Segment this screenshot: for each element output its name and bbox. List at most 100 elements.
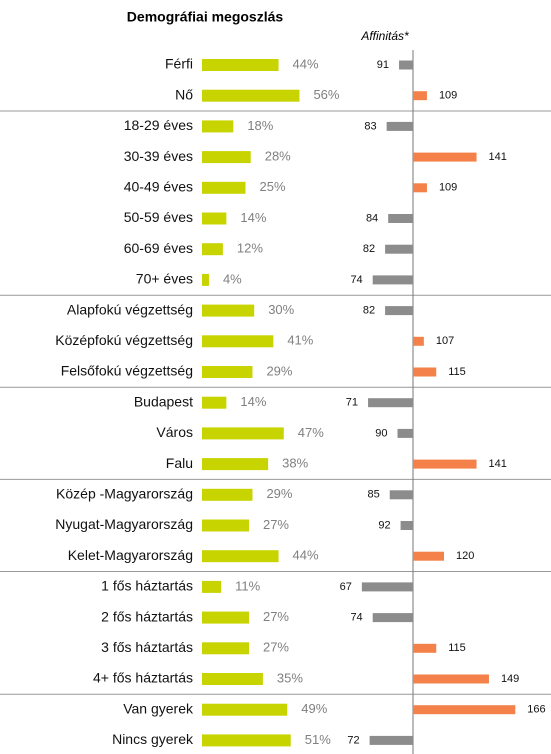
share-bar xyxy=(202,59,279,71)
category-label: Középfokú végzettség xyxy=(55,332,193,348)
share-label: 41% xyxy=(287,333,313,348)
affinity-value: 120 xyxy=(456,550,474,562)
category-label: 3 fős háztartás xyxy=(101,639,193,655)
affinity-bar xyxy=(368,398,413,408)
share-bar xyxy=(202,273,209,286)
share-bar xyxy=(202,243,223,256)
share-bar xyxy=(202,519,249,532)
affinity-value: 115 xyxy=(448,642,466,654)
share-label: 51% xyxy=(305,732,331,747)
affinity-value: 82 xyxy=(363,243,375,255)
category-label: 1 fős háztartás xyxy=(101,578,193,594)
affinity-bar xyxy=(413,551,444,561)
share-label: 4% xyxy=(223,271,242,286)
category-label: Van gyerek xyxy=(123,700,194,716)
category-label: 4+ fős háztartás xyxy=(93,670,193,686)
affinity-value: 84 xyxy=(366,212,378,224)
affinity-bar xyxy=(372,613,413,623)
category-label: 60-69 éves xyxy=(124,240,193,256)
category-label: Nincs gyerek xyxy=(112,731,194,747)
affinity-bar xyxy=(413,91,427,101)
share-label: 35% xyxy=(277,670,303,685)
share-label: 25% xyxy=(260,179,286,194)
affinity-bar xyxy=(413,459,477,469)
affinity-bar xyxy=(413,336,424,346)
share-label: 30% xyxy=(268,302,294,317)
share-bar xyxy=(202,734,291,747)
affinity-bar xyxy=(413,705,516,715)
affinity-bar xyxy=(385,306,413,316)
category-label: 70+ éves xyxy=(136,271,193,287)
affinity-value: 115 xyxy=(448,366,466,378)
share-bar xyxy=(202,396,227,409)
share-bar xyxy=(202,366,253,378)
share-bar xyxy=(202,151,251,164)
affinity-value: 72 xyxy=(347,734,359,746)
share-label: 27% xyxy=(263,517,289,532)
share-label: 27% xyxy=(263,609,289,624)
affinity-value: 91 xyxy=(377,59,389,71)
share-label: 18% xyxy=(247,118,273,133)
share-bar xyxy=(202,550,279,563)
affinity-bar xyxy=(386,121,413,131)
share-bar xyxy=(202,212,227,225)
category-label: Város xyxy=(156,424,193,440)
affinity-value: 92 xyxy=(378,519,390,531)
affinity-bar xyxy=(413,367,437,377)
affinity-value: 141 xyxy=(489,458,507,470)
share-label: 44% xyxy=(293,548,319,563)
category-label: Felsőfokú végzettség xyxy=(61,363,193,379)
share-bar xyxy=(202,120,234,133)
affinity-bar xyxy=(385,244,413,254)
affinity-bar xyxy=(369,735,413,745)
share-bar xyxy=(202,488,253,501)
share-bar xyxy=(202,703,288,716)
category-label: 50-59 éves xyxy=(124,209,193,225)
affinity-value: 107 xyxy=(436,335,454,347)
affinity-value: 71 xyxy=(346,397,358,409)
affinity-value: 149 xyxy=(501,673,519,685)
affinity-bar xyxy=(361,582,413,592)
affinity-label: Affinitás* xyxy=(360,29,409,43)
category-label: Alapfokú végzettség xyxy=(67,301,193,317)
affinity-value: 67 xyxy=(340,581,352,593)
category-label: 18-29 éves xyxy=(124,117,193,133)
category-label: 30-39 éves xyxy=(124,148,193,164)
share-label: 29% xyxy=(266,363,292,378)
affinity-value: 74 xyxy=(350,612,362,624)
share-bar xyxy=(202,335,274,348)
share-label: 12% xyxy=(237,241,263,256)
affinity-bar xyxy=(413,643,437,653)
affinity-bar xyxy=(399,60,413,70)
category-label: 40-49 éves xyxy=(124,179,193,195)
share-label: 29% xyxy=(266,486,292,501)
share-label: 47% xyxy=(298,425,324,440)
affinity-bar xyxy=(400,521,413,530)
share-label: 49% xyxy=(301,701,327,716)
share-label: 38% xyxy=(282,456,308,471)
category-label: Nyugat-Magyarország xyxy=(55,516,193,532)
affinity-value: 166 xyxy=(527,704,545,716)
affinity-value: 74 xyxy=(350,274,362,286)
affinity-bar xyxy=(372,275,413,285)
share-bar xyxy=(202,427,284,440)
affinity-bar xyxy=(413,674,489,684)
share-label: 14% xyxy=(240,394,266,409)
affinity-value: 82 xyxy=(363,305,375,317)
share-label: 11% xyxy=(235,578,260,593)
affinity-bar xyxy=(388,214,413,223)
share-bar xyxy=(202,181,246,194)
category-label: Falu xyxy=(166,455,193,471)
category-label: Férfi xyxy=(165,56,193,72)
share-bar xyxy=(202,642,249,655)
share-bar xyxy=(202,89,300,102)
share-bar xyxy=(202,673,263,685)
category-label: Nő xyxy=(175,86,193,102)
category-label: Budapest xyxy=(134,393,193,409)
affinity-bar xyxy=(397,428,413,438)
category-label: Közép -Magyarország xyxy=(56,486,193,502)
share-label: 44% xyxy=(293,56,319,71)
share-bar xyxy=(202,611,249,624)
affinity-bar xyxy=(389,490,413,500)
